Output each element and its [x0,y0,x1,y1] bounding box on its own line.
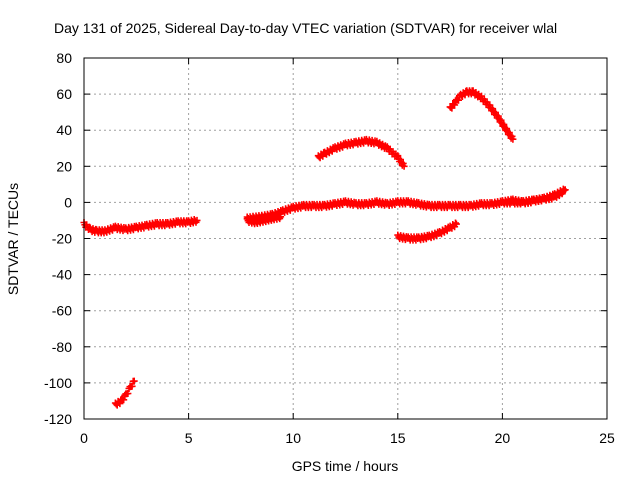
y-axis-label: SDTVAR / TECUs [5,183,21,295]
grid [84,58,607,419]
x-tick-label: 5 [185,430,193,446]
x-tick-label: 0 [80,430,88,446]
data-points [80,87,569,409]
data-markers [80,216,201,237]
y-tick-label: -100 [44,375,72,391]
x-axis-label: GPS time / hours [292,458,399,474]
y-tick-label: -80 [52,339,72,355]
series-track-2 [111,377,138,409]
series-track-6 [394,219,460,244]
x-tick-label: 10 [285,430,301,446]
data-markers [446,87,517,143]
data-markers [498,188,567,208]
series-track-5 [314,135,408,170]
x-tick-label: 25 [599,430,615,446]
y-tick-label: 40 [56,122,72,138]
data-markers [111,377,138,409]
y-tick-label: 0 [64,194,72,210]
chart-title: Day 131 of 2025, Sidereal Day-to-day VTE… [54,20,557,36]
axis-ticks: 0 5 10 15 20 25 -120 -100 -80 -60 -40 -20 0 20 40 60 80 [44,50,615,446]
series-track-7 [446,87,517,143]
x-tick-label: 15 [390,430,406,446]
data-markers [243,212,285,228]
y-tick-label: -120 [44,411,72,427]
y-tick-label: -60 [52,303,72,319]
y-tick-label: 20 [56,158,72,174]
series-track-4 [243,212,285,228]
y-tick-label: 80 [56,50,72,66]
data-markers [314,135,408,170]
series-track-1 [80,216,201,237]
y-tick-label: -40 [52,267,72,283]
y-tick-label: 60 [56,86,72,102]
series-track-8 [498,188,567,208]
x-tick-label: 20 [495,430,511,446]
y-tick-label: -20 [52,231,72,247]
data-markers [394,219,460,244]
